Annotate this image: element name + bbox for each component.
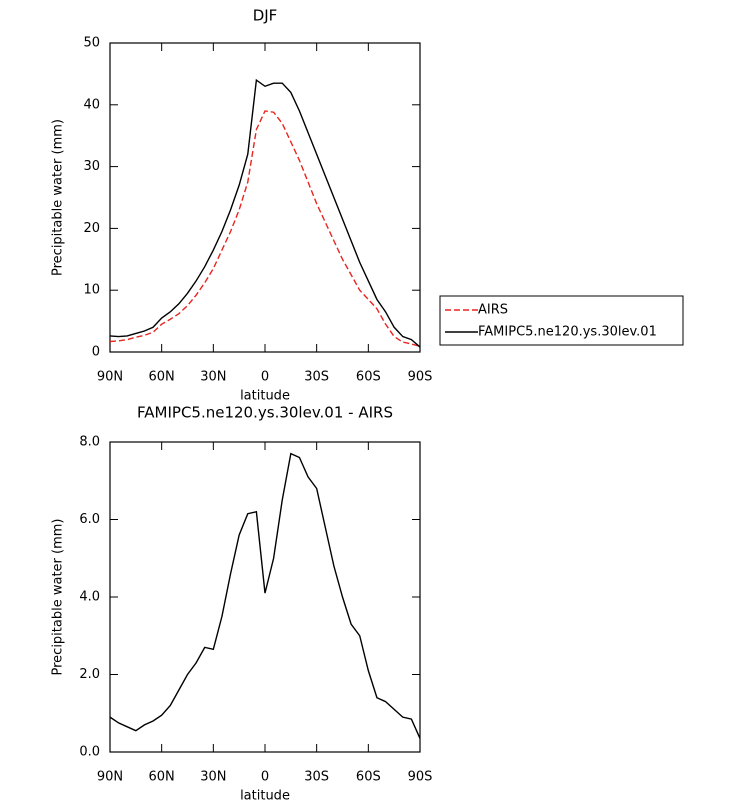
x-tick-label: 30N [200, 370, 226, 385]
x-tick-label: 30S [304, 370, 329, 385]
x-tick-label: 60S [356, 370, 381, 385]
y-tick-label: 50 [83, 36, 100, 51]
y-axis-label: Precipitable water (mm) [51, 519, 66, 676]
y-tick-label: 6.0 [79, 512, 100, 527]
x-tick-label: 30N [200, 770, 226, 785]
legend-label: AIRS [478, 303, 508, 318]
y-tick-label: 2.0 [79, 667, 100, 682]
x-tick-label: 90N [97, 770, 123, 785]
x-tick-label: 90S [408, 370, 433, 385]
x-tick-label: 60N [149, 770, 175, 785]
x-tick-label: 90S [408, 770, 433, 785]
x-axis-label: latitude [240, 389, 290, 404]
y-tick-label: 0.0 [79, 745, 100, 760]
y-tick-label: 4.0 [79, 590, 100, 605]
data-line [109, 78, 421, 348]
legend-box [439, 295, 684, 346]
chart-title: DJF [253, 7, 278, 25]
y-tick-label: 0 [92, 345, 100, 360]
x-tick-label: 0 [261, 370, 269, 385]
y-tick-label: 20 [83, 221, 100, 236]
legend-label: FAMIPC5.ne120.ys.30lev.01 [478, 325, 657, 340]
x-tick-label: 0 [261, 770, 269, 785]
y-tick-label: 40 [83, 97, 100, 112]
x-tick-label: 60S [356, 770, 381, 785]
data-line [109, 110, 421, 348]
y-tick-label: 10 [83, 283, 100, 298]
y-tick-label: 30 [83, 159, 100, 174]
x-tick-label: 60N [149, 370, 175, 385]
y-tick-label: 8.0 [79, 435, 100, 450]
data-line [109, 452, 421, 739]
chart-title: FAMIPC5.ne120.ys.30lev.01 - AIRS [137, 404, 393, 422]
x-tick-label: 90N [97, 370, 123, 385]
x-tick-label: 30S [304, 770, 329, 785]
x-axis-label: latitude [240, 789, 290, 804]
plot-frame [109, 441, 421, 753]
y-axis-label: Precipitable water (mm) [51, 119, 66, 276]
